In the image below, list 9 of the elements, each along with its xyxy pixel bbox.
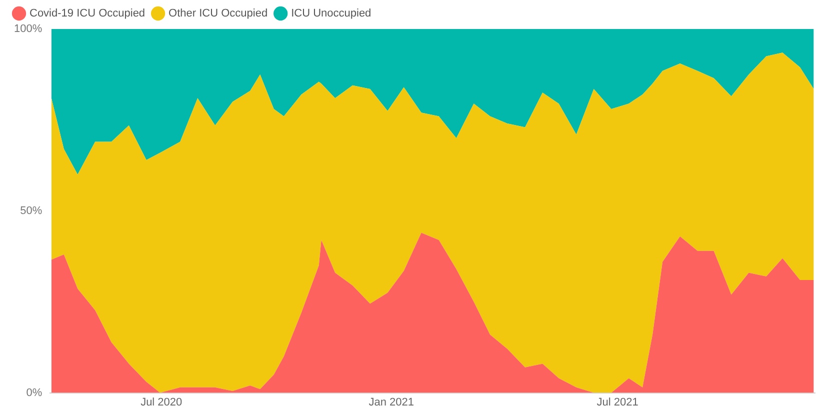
- x-tick-label: Jul 2021: [596, 396, 638, 408]
- legend-label: Covid-19 ICU Occupied: [30, 8, 146, 20]
- legend-label: ICU Unoccupied: [291, 8, 372, 20]
- x-tick-label: Jul 2020: [140, 396, 182, 408]
- y-tick-label: 50%: [20, 204, 42, 217]
- y-tick-label: 0%: [26, 386, 42, 399]
- y-tick-label: 100%: [14, 23, 42, 36]
- legend-label: Other ICU Occupied: [168, 8, 268, 20]
- x-tick-label: Jan 2021: [368, 396, 414, 408]
